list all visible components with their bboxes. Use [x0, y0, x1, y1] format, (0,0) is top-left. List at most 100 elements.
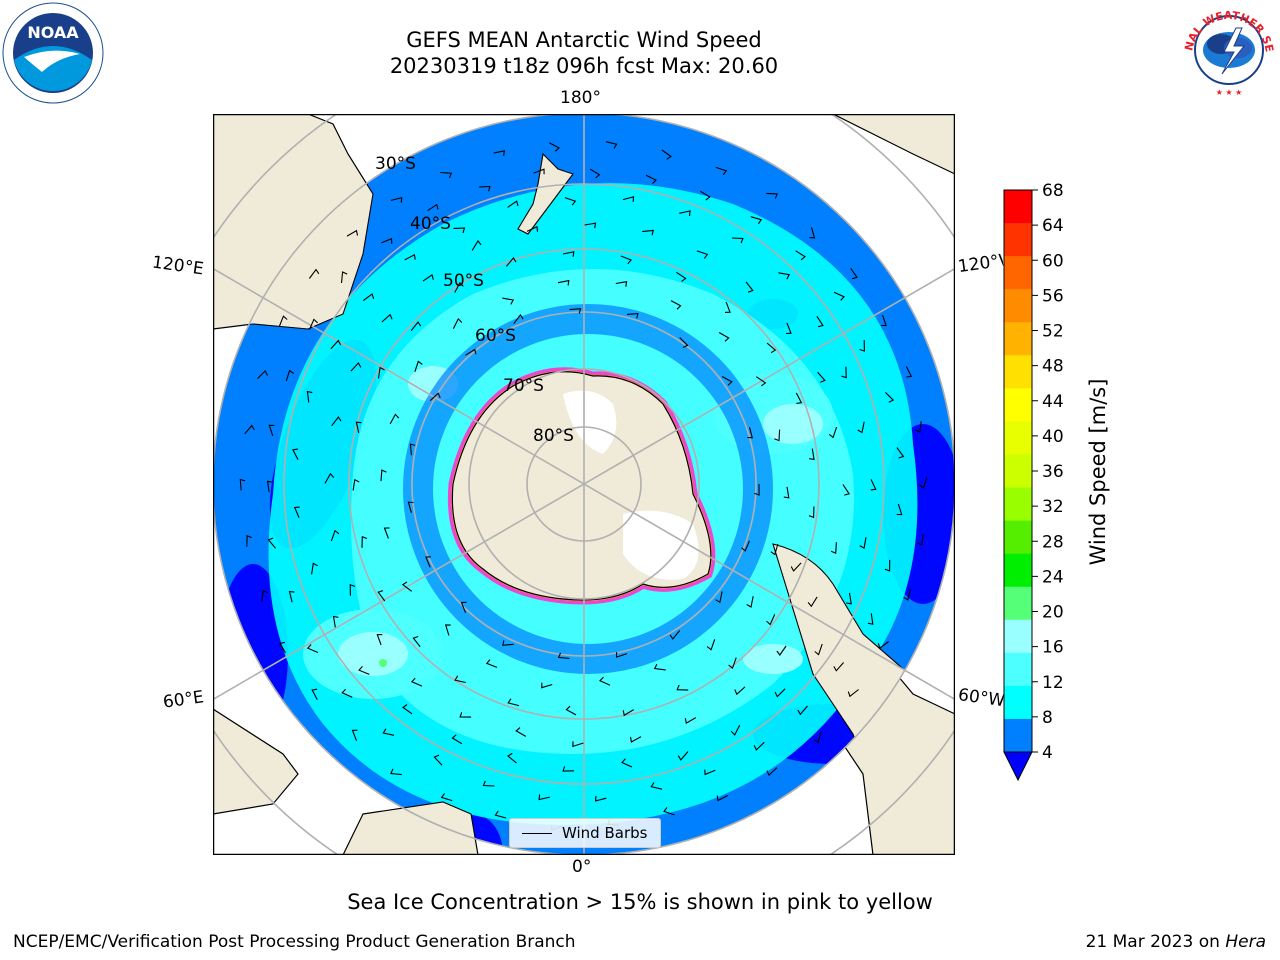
wind-barb [670, 300, 682, 310]
wind-barb [341, 688, 353, 698]
wind-barb [308, 318, 318, 330]
wind-barb [557, 652, 570, 659]
wind-barb [850, 267, 858, 280]
wind-barb [507, 698, 520, 707]
wind-barb [306, 644, 319, 654]
colorbar-swatch [1004, 652, 1032, 687]
colorbar-tick-label: 20 [1042, 603, 1064, 623]
svg-text:★ ★ ★: ★ ★ ★ [1216, 88, 1243, 97]
wind-barb [903, 589, 912, 601]
wind-barb [716, 795, 728, 802]
wind-barb [728, 657, 737, 670]
wind-barb [526, 225, 539, 232]
wind-barb [513, 314, 524, 325]
wind-barb [246, 535, 252, 547]
wind-barb [885, 392, 895, 403]
wind-barb [261, 589, 268, 602]
wind-barb [444, 624, 451, 636]
colorbar: 68 64 60 56 52 48 44 40 36 32 28 24 20 16 12 8 4 [1003, 181, 1064, 782]
wind-barb [533, 168, 545, 175]
colorbar-swatch [1004, 256, 1032, 290]
wind-barb [731, 237, 744, 244]
footer-credit: NCEP/EMC/Verification Post Processing Pr… [13, 932, 576, 952]
colorbar-swatch [1004, 322, 1032, 356]
wind-barb [605, 141, 618, 149]
colorbar-tick-label: 28 [1042, 532, 1064, 552]
wind-barb [884, 559, 891, 572]
latitude-labels: 30°S 40°S 50°S 60°S 70°S 80°S [375, 154, 574, 446]
wind-barb [454, 675, 466, 684]
colorbar-tick-label: 48 [1042, 357, 1064, 377]
wind-barb [814, 643, 823, 656]
sea-ice-note: Sea Ice Concentration > 15% is shown in … [347, 890, 933, 914]
colorbar-tick-label: 44 [1042, 392, 1064, 412]
wind-barb [859, 339, 865, 352]
graticule [213, 114, 955, 855]
wind-barb [766, 192, 779, 199]
wind-barb [715, 166, 728, 176]
wind-barb [460, 601, 467, 613]
wind-barb [351, 729, 358, 741]
colorbar-swatch [1004, 190, 1032, 224]
wind-barb [696, 250, 709, 259]
wind-barb [427, 203, 439, 212]
wind-barb [870, 479, 877, 491]
wind-barb [833, 662, 845, 672]
wind-barb [622, 196, 635, 202]
colorbar-tick-label: 60 [1042, 251, 1064, 271]
colorbar-swatch [1004, 718, 1032, 753]
wind-barb [783, 486, 790, 499]
colorbar-swatch [1004, 685, 1032, 720]
wind-barb [774, 688, 786, 698]
wind-barb [650, 782, 663, 790]
wind-barb [572, 741, 584, 748]
wind-barb [355, 421, 362, 434]
wind-barb [414, 360, 423, 372]
wind-barb [808, 506, 815, 519]
lat-label: 70°S [503, 376, 544, 396]
wind-barb [753, 741, 765, 751]
wind-barb [515, 727, 527, 737]
wind-barb [412, 635, 421, 648]
wind-barb [669, 630, 681, 640]
colorbar-swatch [1004, 355, 1032, 389]
wind-barb [785, 322, 792, 335]
wind-barb [267, 537, 277, 549]
wind-barb [847, 689, 859, 698]
wind-barb [311, 688, 318, 700]
wind-barb [813, 731, 822, 744]
wind-barb [288, 590, 295, 603]
lat-label: 80°S [533, 426, 574, 446]
wind-barb [677, 751, 689, 761]
colorbar-swatch [1004, 223, 1032, 257]
wind-barb [715, 591, 723, 604]
legend-label: Wind Barbs [562, 824, 648, 842]
wind-barb [330, 339, 342, 350]
wind-barb [349, 584, 356, 596]
wind-barbs [239, 141, 928, 831]
colorbar-tick-label: 56 [1042, 286, 1064, 306]
wind-barb [867, 613, 874, 625]
wind-barb [816, 315, 824, 328]
wind-barb [746, 596, 754, 608]
wind-barb [754, 483, 760, 496]
wind-barb [557, 279, 570, 286]
wind-barb [663, 807, 675, 816]
colorbar-tick-label: 64 [1042, 216, 1064, 236]
colorbar-tick-label: 8 [1042, 708, 1053, 728]
wind-barb [401, 581, 413, 592]
wind-barb [653, 663, 666, 671]
wind-barb [594, 795, 607, 802]
colorbar-extend-arrow [1003, 751, 1033, 782]
colorbar-swatch [1004, 454, 1032, 489]
wind-barb [471, 240, 482, 251]
wind-barb [494, 810, 507, 819]
colorbar-tick-label: 24 [1042, 567, 1064, 587]
lat-label: 30°S [375, 154, 416, 174]
wind-barb [620, 255, 633, 265]
wind-barb [429, 392, 441, 402]
wind-barb [352, 478, 360, 491]
wind-barb [778, 272, 791, 280]
wind-barb [569, 308, 582, 314]
colorbar-tick-label: 32 [1042, 497, 1064, 517]
